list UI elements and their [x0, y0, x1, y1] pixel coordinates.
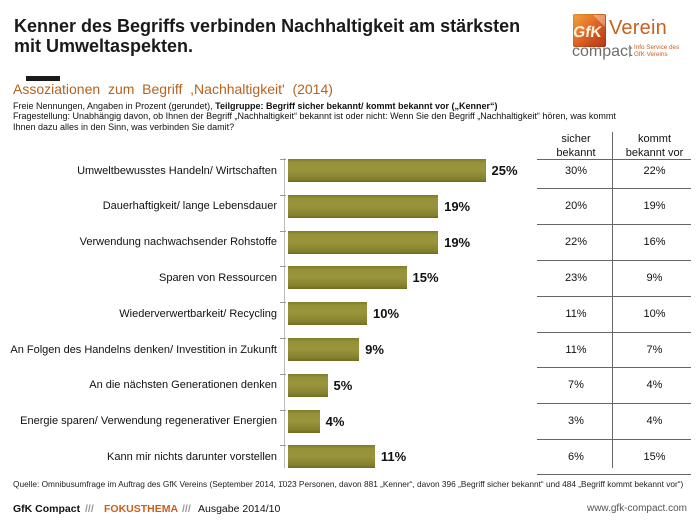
svg-text:GfK: GfK — [573, 24, 604, 41]
